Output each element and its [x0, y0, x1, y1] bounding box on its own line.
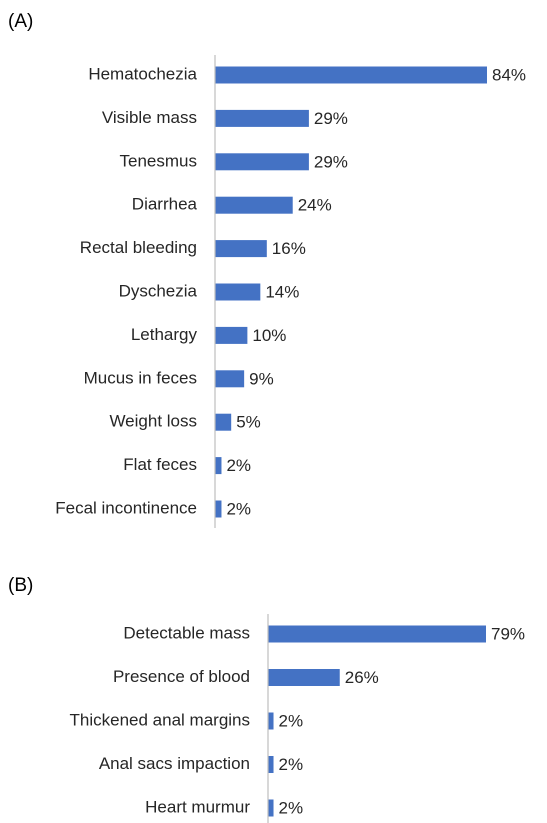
category-label: Tenesmus [120, 151, 197, 170]
value-label: 26% [345, 668, 379, 687]
category-label: Heart murmur [145, 797, 250, 816]
value-label: 14% [265, 282, 299, 301]
category-label: Anal sacs impaction [99, 754, 250, 773]
value-label: 2% [279, 711, 304, 730]
bar [215, 240, 267, 258]
category-label: Diarrhea [132, 195, 198, 214]
bar [215, 66, 487, 84]
bar [215, 500, 222, 518]
bar [215, 326, 248, 344]
bar [215, 109, 309, 127]
category-label: Mucus in feces [84, 368, 197, 387]
bar [215, 457, 222, 475]
bar [215, 413, 232, 431]
value-label: 16% [272, 239, 306, 258]
bar [215, 370, 245, 388]
value-label: 9% [249, 369, 274, 388]
bar [215, 283, 261, 301]
value-label: 84% [492, 65, 526, 84]
panel-label: (B) [8, 575, 33, 596]
value-label: 2% [279, 798, 304, 817]
category-label: Visible mass [102, 108, 197, 127]
bar [268, 712, 274, 730]
value-label: 2% [226, 456, 251, 475]
value-label: 24% [298, 196, 332, 215]
category-label: Hematochezia [88, 64, 197, 83]
bar [215, 196, 293, 214]
value-label: 2% [279, 755, 304, 774]
category-label: Flat feces [123, 455, 197, 474]
bar [268, 669, 340, 686]
category-label: Fecal incontinence [55, 498, 197, 517]
bar [268, 799, 274, 817]
bar [268, 756, 274, 773]
value-label: 29% [314, 152, 348, 171]
category-label: Rectal bleeding [80, 238, 197, 257]
category-label: Lethargy [131, 325, 198, 344]
value-label: 10% [252, 326, 286, 345]
value-label: 79% [491, 624, 525, 643]
category-label: Weight loss [109, 412, 197, 431]
category-label: Detectable mass [123, 623, 250, 642]
value-label: 29% [314, 109, 348, 128]
value-label: 5% [236, 413, 261, 432]
category-label: Presence of blood [113, 667, 250, 686]
category-label: Dyschezia [119, 281, 198, 300]
panel-label: (A) [8, 11, 33, 32]
bar [268, 625, 486, 643]
value-label: 2% [226, 499, 251, 518]
category-label: Thickened anal margins [70, 710, 250, 729]
bar [215, 153, 309, 171]
